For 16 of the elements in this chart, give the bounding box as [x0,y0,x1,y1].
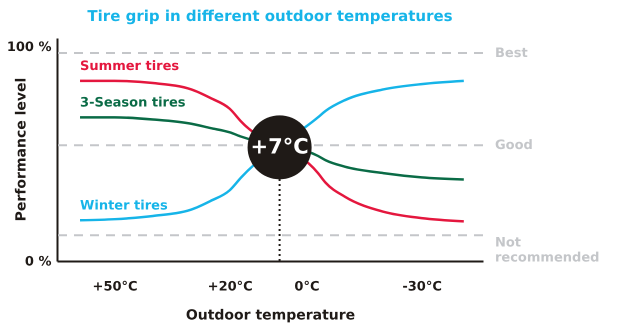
y-axis-title: Performance level [14,78,30,222]
x-tick-label: +20°C [208,280,253,294]
x-tick-label: 0°C [294,280,320,294]
ref-line-label: Not recommended [495,235,600,266]
chart-title: Tire grip in different outdoor temperatures [87,7,453,25]
x-tick-label: +50°C [92,280,138,294]
series-label: Winter tires [80,198,168,214]
ref-line-label: Best [495,46,528,62]
y-tick-label: 100 % [6,40,52,56]
x-tick-label: -30°C [402,280,442,294]
series-label: Summer tires [80,58,180,74]
x-axis-title: Outdoor temperature [186,308,356,324]
y-tick-label: 0 % [24,254,52,270]
series-label: 3-Season tires [80,95,186,110]
annotation: +7°C [250,134,309,158]
ref-line-label: Good [495,138,533,154]
